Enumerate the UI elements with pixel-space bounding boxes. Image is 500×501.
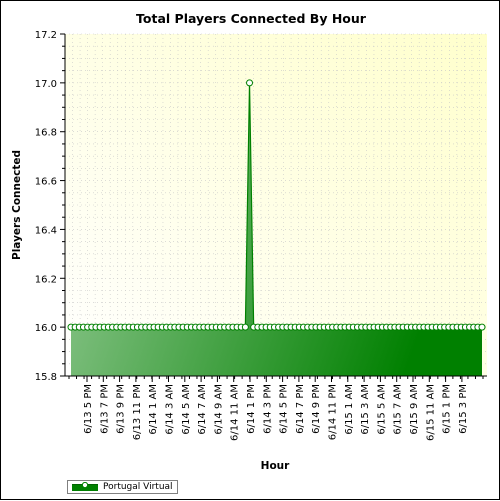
x-tick-label: 6/14 9 AM [213,384,224,435]
x-axis-title: Hour [261,460,290,472]
x-tick-label: 6/15 3 AM [360,384,371,435]
x-tick-label: 6/14 1 PM [246,384,257,434]
chart-title: Total Players Connected By Hour [136,11,367,26]
y-tick-label: 15.8 [35,372,57,383]
x-tick-label: 6/14 7 AM [197,384,208,435]
y-tick-label: 16.4 [35,225,57,236]
y-tick-label: 16.0 [35,323,57,334]
x-tick-label: 6/13 9 PM [116,384,127,434]
x-tick-label: 6/14 3 AM [165,384,176,435]
x-tick-label: 6/14 5 AM [181,384,192,435]
y-tick-label: 16.2 [35,274,57,285]
y-tick-label: 17.2 [35,30,57,41]
x-tick-label: 6/14 3 PM [262,384,273,434]
x-tick-label: 6/13 7 PM [99,384,110,434]
x-tick-label: 6/15 7 AM [393,384,404,435]
x-tick-label: 6/15 9 AM [409,384,420,435]
x-tick-label: 6/13 11 PM [132,384,143,440]
x-tick-label: 6/13 5 PM [83,384,94,434]
legend-swatch-icon [72,482,98,491]
x-tick-label: 6/15 3 PM [458,384,469,434]
x-tick-label: 6/14 7 PM [295,384,306,434]
legend-swatch [71,482,99,492]
x-tick-label: 6/14 1 AM [148,384,159,435]
y-axis-title: Players Connected [11,150,23,260]
x-tick-label: 6/14 9 PM [311,384,322,434]
x-tick-label: 6/14 5 PM [279,384,290,434]
x-tick-label: 6/14 11 AM [230,384,241,441]
data-point [246,79,254,87]
y-tick-label: 16.6 [35,177,57,188]
grid-lines [65,33,487,377]
x-axis-ticks: 6/13 5 PM 6/13 7 PM 6/13 9 PM 6/13 11 PM 6/1… [68,376,484,441]
x-tick-label: 6/15 1 PM [442,384,453,434]
y-tick-label: 17.0 [35,79,57,90]
legend: Portugal Virtual [67,480,178,494]
data-point [241,323,249,331]
y-tick-label: 16.8 [35,128,57,139]
series-area [71,82,482,377]
data-point [478,323,486,331]
x-tick-label: 6/14 11 PM [328,384,339,440]
series-markers [67,79,486,331]
legend-label: Portugal Virtual [103,482,173,492]
y-axis-ticks: 15.8 16.0 16.2 16.4 16.6 16.8 17.0 17.2 [35,30,65,383]
x-tick-label: 6/15 11 AM [425,384,436,441]
x-tick-label: 6/15 1 AM [344,384,355,435]
x-tick-label: 6/15 5 AM [376,384,387,435]
